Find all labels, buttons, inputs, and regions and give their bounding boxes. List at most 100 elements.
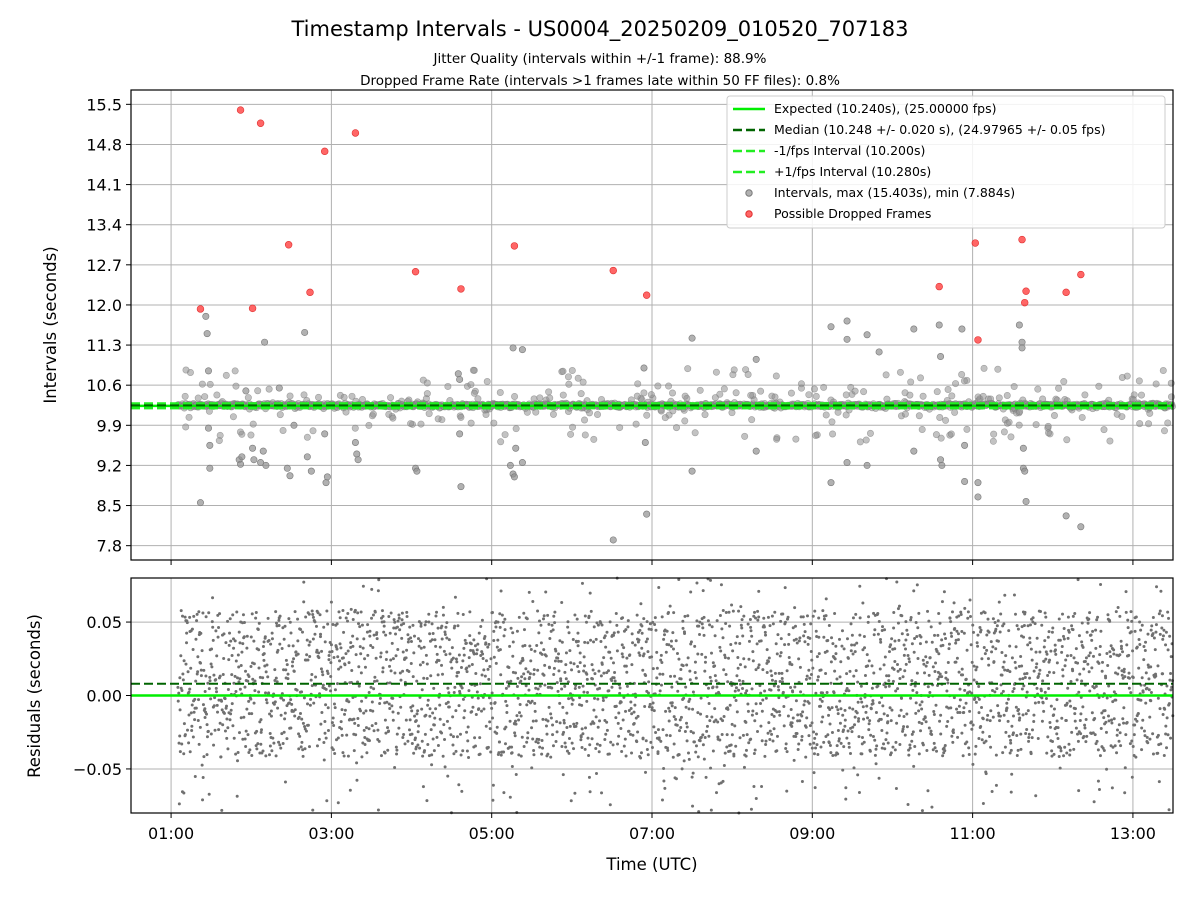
residual-point [460, 686, 464, 690]
residual-point [731, 649, 735, 653]
residual-point [414, 719, 418, 723]
residual-point [995, 687, 999, 691]
residual-point [1078, 719, 1082, 723]
residual-point [382, 624, 386, 628]
residual-point [353, 721, 357, 725]
residual-point [277, 624, 281, 628]
residual-point [626, 625, 630, 629]
residual-point [279, 746, 283, 750]
residual-point [214, 686, 218, 690]
residual-point [760, 739, 764, 743]
residual-point [465, 670, 469, 674]
interval-point [842, 391, 850, 399]
residual-point [552, 614, 556, 618]
residual-point [909, 615, 913, 619]
residual-point [624, 709, 628, 713]
residual-point [977, 711, 981, 715]
residual-point [367, 739, 371, 743]
residual-point [301, 721, 305, 725]
residual-point [1096, 779, 1100, 783]
residual-point [537, 619, 541, 623]
residual-point [1132, 733, 1136, 737]
residual-point [357, 684, 361, 688]
residual-point [845, 672, 849, 676]
interval-point [434, 415, 442, 423]
residual-point [472, 638, 476, 642]
residual-point [421, 785, 425, 789]
residual-point [434, 644, 438, 648]
residual-point [742, 657, 746, 661]
residual-point [741, 733, 745, 737]
residual-point [436, 673, 440, 677]
residual-point [254, 616, 258, 620]
residual-point [681, 619, 685, 623]
residual-point [921, 658, 925, 662]
residual-point [808, 724, 812, 728]
residual-point [737, 688, 741, 692]
residual-point [834, 644, 838, 648]
residual-point [262, 658, 266, 662]
interval-point [549, 410, 557, 418]
residual-point [594, 772, 598, 776]
residual-point [592, 625, 596, 629]
residual-point [416, 730, 420, 734]
residual-point [491, 798, 495, 802]
residual-point [880, 728, 884, 732]
residual-point [278, 642, 282, 646]
residual-point [1061, 668, 1065, 672]
residual-point [726, 707, 730, 711]
residual-point [451, 656, 455, 660]
residual-point [329, 674, 333, 678]
residual-point [802, 622, 806, 626]
residual-point [1016, 627, 1020, 631]
interval-point [340, 393, 348, 401]
residual-point [677, 753, 681, 757]
residual-point [1052, 707, 1056, 711]
residual-point [787, 632, 791, 636]
residual-point [647, 680, 651, 684]
residual-point [800, 738, 804, 742]
dropped-frame-point [642, 291, 651, 299]
residual-point [316, 611, 320, 615]
residual-point [843, 708, 847, 712]
residual-point [187, 741, 191, 745]
residual-point [822, 635, 826, 639]
residual-point [411, 623, 415, 627]
residual-point [1129, 630, 1133, 634]
residual-point [236, 759, 240, 763]
residual-point [976, 644, 980, 648]
residual-point [1008, 644, 1012, 648]
residual-point [946, 678, 950, 682]
residual-point [250, 612, 254, 616]
residual-point [612, 631, 616, 635]
residual-point [438, 645, 442, 649]
residual-point [846, 729, 850, 733]
bottom-x-ticks: 01:00 03:00 05:00 07:00 09:00 11:00 13:00 [148, 813, 1156, 843]
residual-point [252, 662, 256, 666]
interval-point [425, 410, 433, 418]
residual-point [659, 739, 663, 743]
residual-point [462, 716, 466, 720]
interval-outlier-point [242, 387, 250, 395]
residual-point [999, 612, 1003, 616]
residual-point [862, 717, 866, 721]
residual-point [679, 667, 683, 671]
residual-point [710, 651, 714, 655]
residual-point [689, 640, 693, 644]
residual-point [533, 649, 537, 653]
residual-point [360, 755, 364, 759]
residual-point [273, 679, 277, 683]
residual-point [298, 734, 302, 738]
residual-point [1008, 751, 1012, 755]
residual-point [275, 680, 279, 684]
residual-point [695, 619, 699, 623]
residual-point [488, 665, 492, 669]
residual-point [763, 630, 767, 634]
residual-point [1117, 739, 1121, 743]
residual-point [1128, 742, 1132, 746]
top-y-tick-label: 11.3 [86, 336, 122, 355]
residual-point [532, 753, 536, 757]
residual-point [285, 663, 289, 667]
residual-point [633, 703, 637, 707]
residual-point [997, 600, 1001, 604]
